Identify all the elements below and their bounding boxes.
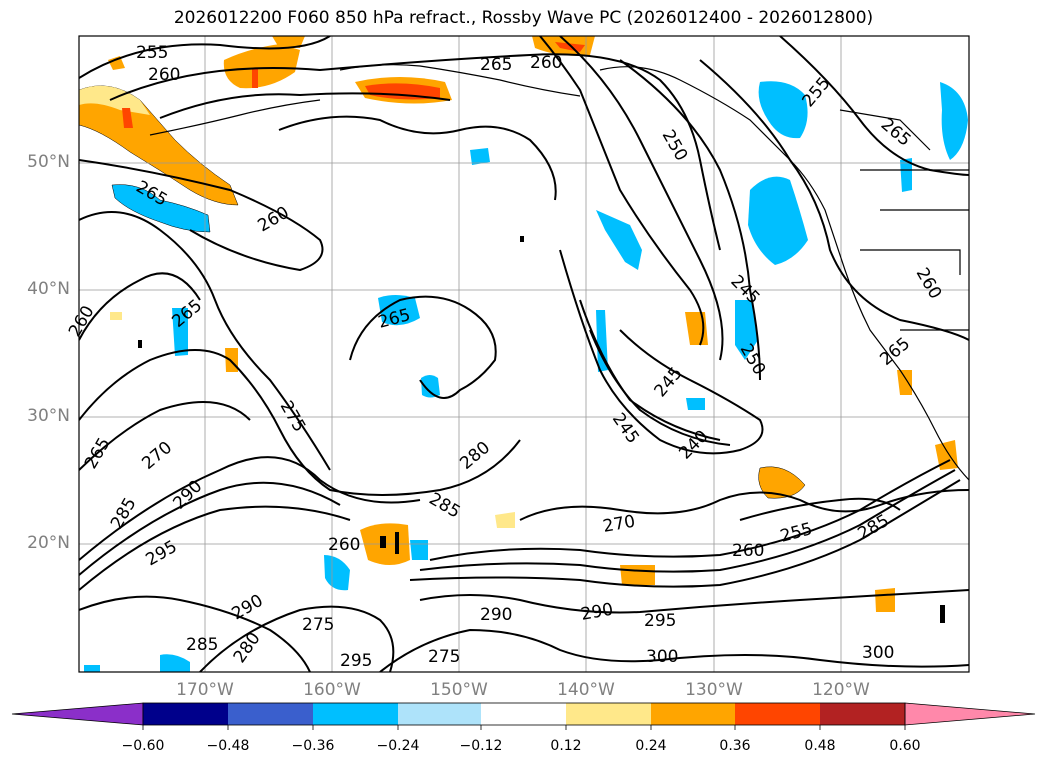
lat-label-30n: 30°N <box>27 406 70 426</box>
contour-label: 290 <box>480 605 512 625</box>
shading-layer <box>79 36 968 672</box>
contour-label: 265 <box>480 55 512 75</box>
colorbar-tick-label: −0.24 <box>376 738 420 754</box>
colorbar-tick-label: 0.48 <box>804 738 836 754</box>
contour-label: 260 <box>530 53 562 73</box>
contour-label: 300 <box>862 643 894 663</box>
lon-label-160w: 160°W <box>303 680 361 700</box>
contour-label: 275 <box>302 615 334 635</box>
plot-area <box>79 36 969 672</box>
contour-label: 255 <box>136 43 168 63</box>
islands <box>138 236 945 623</box>
lon-label-120w: 120°W <box>812 680 870 700</box>
colorbar <box>11 702 1036 730</box>
contour-lines <box>79 36 969 672</box>
colorbar-tick-label: −0.36 <box>291 738 335 754</box>
lon-label-140w: 140°W <box>557 680 615 700</box>
lat-label-40n: 40°N <box>27 279 70 299</box>
contour-label: 295 <box>644 611 676 631</box>
colorbar-tick-label: 0.60 <box>889 738 921 754</box>
contour-label: 295 <box>340 651 372 671</box>
colorbar-tick-label: 0.36 <box>719 738 751 754</box>
contour-label: 260 <box>148 65 180 85</box>
contour-label: 285 <box>186 635 218 655</box>
lon-label-130w: 130°W <box>685 680 743 700</box>
contour-label: 275 <box>428 647 460 667</box>
colorbar-tick-label: −0.48 <box>206 738 250 754</box>
gridlines <box>79 36 969 672</box>
colorbar-tick-label: 0.12 <box>550 738 582 754</box>
lat-label-50n: 50°N <box>27 152 70 172</box>
lon-label-150w: 150°W <box>430 680 488 700</box>
contour-label: 260 <box>732 541 764 561</box>
colorbar-tick-label: 0.24 <box>635 738 667 754</box>
lon-label-170w: 170°W <box>176 680 234 700</box>
colorbar-tick-label: −0.12 <box>459 738 503 754</box>
colorbar-tick-label: −0.60 <box>121 738 165 754</box>
map-title: 2026012200 F060 850 hPa refract., Rossby… <box>173 8 874 28</box>
plot-border <box>78 35 970 673</box>
contour-label: 260 <box>328 535 360 555</box>
coastlines <box>149 64 969 481</box>
lat-label-20n: 20°N <box>27 533 70 553</box>
contour-label: 300 <box>646 647 678 667</box>
